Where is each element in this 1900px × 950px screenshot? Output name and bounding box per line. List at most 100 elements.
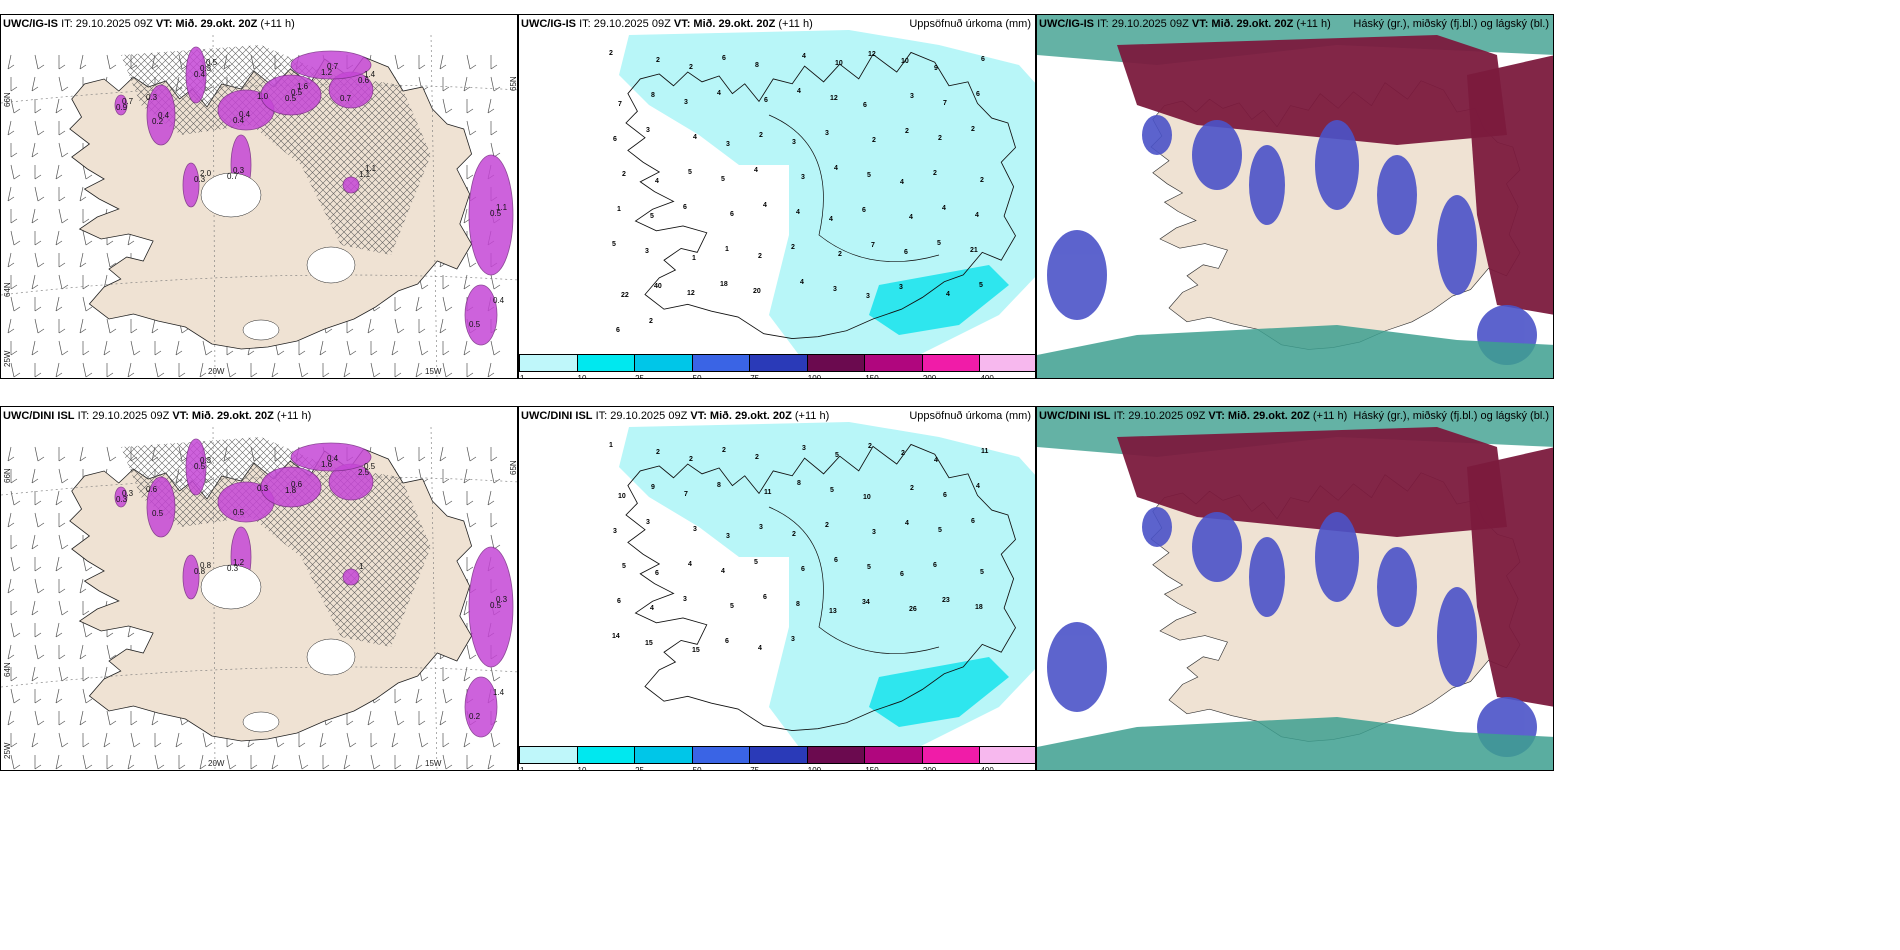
panel-title: Háský (gr.), miðský (fj.bl.) og lágský (… xyxy=(1353,410,1549,422)
precip-value: 0.5 xyxy=(469,320,481,329)
colorbar-swatch xyxy=(864,746,923,764)
precip-value: 3 xyxy=(825,130,829,137)
valid-time: VT: Mið. 29.okt. 20Z xyxy=(673,18,776,30)
precip-value: 7 xyxy=(871,242,875,249)
high-cloud-east xyxy=(1467,55,1553,315)
colorbar-swatch xyxy=(979,746,1035,764)
precip-value: 0.7 xyxy=(327,62,339,71)
accum-precip-map: 1222235224111097811851026433333223456564… xyxy=(609,422,1035,747)
precip-value: 3 xyxy=(693,526,697,533)
lead-time: (+11 h) xyxy=(1312,410,1348,422)
precip-value: 0.7 xyxy=(340,94,352,103)
precip-value: 15 xyxy=(692,647,700,654)
precip-light-area xyxy=(619,30,1035,355)
model-name: UWC/DINI ISL xyxy=(1039,410,1111,422)
precip-value: 0.3 xyxy=(227,564,239,573)
lead-time: (+11 h) xyxy=(778,18,813,30)
colorbar-swatch xyxy=(634,746,693,764)
lat-label: 64N xyxy=(3,662,12,677)
precip-value: 3 xyxy=(613,528,617,535)
glacier-outline xyxy=(768,114,940,263)
precip-value: 3 xyxy=(759,524,763,531)
panel-header: UWC/IG-IS IT: 29.10.2025 09Z VT: Mið. 29… xyxy=(1039,18,1331,30)
colorbar-label: 1 xyxy=(520,374,525,379)
colorbar-label: 10 xyxy=(577,766,587,771)
precip-cell xyxy=(468,546,514,668)
mid-cloud xyxy=(1377,155,1417,235)
low-cloud-south xyxy=(1037,717,1553,770)
lat-label: 65N xyxy=(509,76,518,91)
precip-value: 3 xyxy=(910,93,914,100)
lead-time: (+11 h) xyxy=(276,410,312,422)
valid-time: VT: Mið. 29.okt. 20Z xyxy=(155,18,258,30)
precip-value: 5 xyxy=(730,603,734,610)
precip-value: 4 xyxy=(802,53,806,60)
precip-value: 4 xyxy=(650,605,654,612)
lake xyxy=(200,564,262,610)
precip-value: 5 xyxy=(688,169,692,176)
mid-cloud xyxy=(1315,512,1359,602)
model-name: UWC/IG-IS xyxy=(521,18,576,30)
precip-value: 4 xyxy=(909,214,913,221)
model-name: UWC/IG-IS xyxy=(3,18,58,30)
precip-value: 3 xyxy=(684,99,688,106)
colorbar-swatch xyxy=(806,354,866,372)
init-time: IT: 29.10.2025 09Z xyxy=(1097,18,1189,30)
cloud-panel-top: UWC/IG-IS IT: 29.10.2025 09Z VT: Mið. 29… xyxy=(1036,14,1554,379)
precip-value: 23 xyxy=(942,597,950,604)
colorbar-swatch xyxy=(921,354,981,372)
precip-value: 0.8 xyxy=(200,561,212,570)
mid-cloud xyxy=(1142,507,1172,547)
init-time: IT: 29.10.2025 09Z xyxy=(77,410,170,422)
precip-cell xyxy=(290,442,372,472)
precip-value: 0.4 xyxy=(327,454,339,463)
precip-value: 6 xyxy=(863,102,867,109)
precip-value: 9 xyxy=(651,484,655,491)
lead-time: (+11 h) xyxy=(1296,18,1331,30)
precip-value: 5 xyxy=(721,176,725,183)
precip-value: 12 xyxy=(830,95,838,102)
precip-cell xyxy=(185,46,207,104)
precip-value: 1.1 xyxy=(496,203,508,212)
precip-value: 3 xyxy=(791,636,795,643)
precip-value: 6 xyxy=(617,598,621,605)
precip-value-labels: 0.60.50.3 1.82.51.60.8 0.30.51.40.310.50.3… xyxy=(116,454,508,721)
precip-value: 6 xyxy=(763,594,767,601)
low-cloud-south xyxy=(1037,325,1553,378)
precip-value: 3 xyxy=(833,286,837,293)
precip-value: 8 xyxy=(717,482,721,489)
precip-value: 2 xyxy=(689,456,693,463)
lake xyxy=(242,319,280,341)
precip-value: 8 xyxy=(797,480,801,487)
colorbar-label: 100 xyxy=(807,766,822,771)
colorbar-swatch xyxy=(576,354,636,372)
lon-label: 20W xyxy=(208,759,225,768)
precip-value: 4 xyxy=(905,520,909,527)
mid-cloud xyxy=(1315,120,1359,210)
precip-value: 11 xyxy=(981,448,989,455)
precip-value: 4 xyxy=(975,212,979,219)
init-time: IT: 29.10.2025 09Z xyxy=(61,18,153,30)
colorbar-swatch xyxy=(749,354,808,372)
precip-value: 2 xyxy=(656,449,660,456)
precip-value: 1.2 xyxy=(233,558,245,567)
precip-cell xyxy=(146,476,176,538)
precip-value: 0.8 xyxy=(194,567,206,576)
precip-value: 0.5 xyxy=(233,508,245,517)
precip-value-labels: 2226841012109678346412637663432332222245… xyxy=(609,50,985,334)
precip-value: 6 xyxy=(904,249,908,256)
model-name: UWC/DINI ISL xyxy=(3,410,75,422)
colorbar-swatch xyxy=(634,354,693,372)
high-cloud-area xyxy=(1117,427,1507,537)
precip-value: 2 xyxy=(791,244,795,251)
precip-value: 2 xyxy=(755,454,759,461)
precip-value: 2 xyxy=(649,318,653,325)
precip-cell xyxy=(260,74,322,116)
precip-cell xyxy=(185,438,207,496)
colorbar-label: 25 xyxy=(635,374,645,379)
precip-value: 3 xyxy=(866,293,870,300)
precip-value: 5 xyxy=(867,564,871,571)
precip-value: 3 xyxy=(646,519,650,526)
precip-value: 10 xyxy=(901,58,909,65)
lat-label: 65N xyxy=(509,460,518,475)
